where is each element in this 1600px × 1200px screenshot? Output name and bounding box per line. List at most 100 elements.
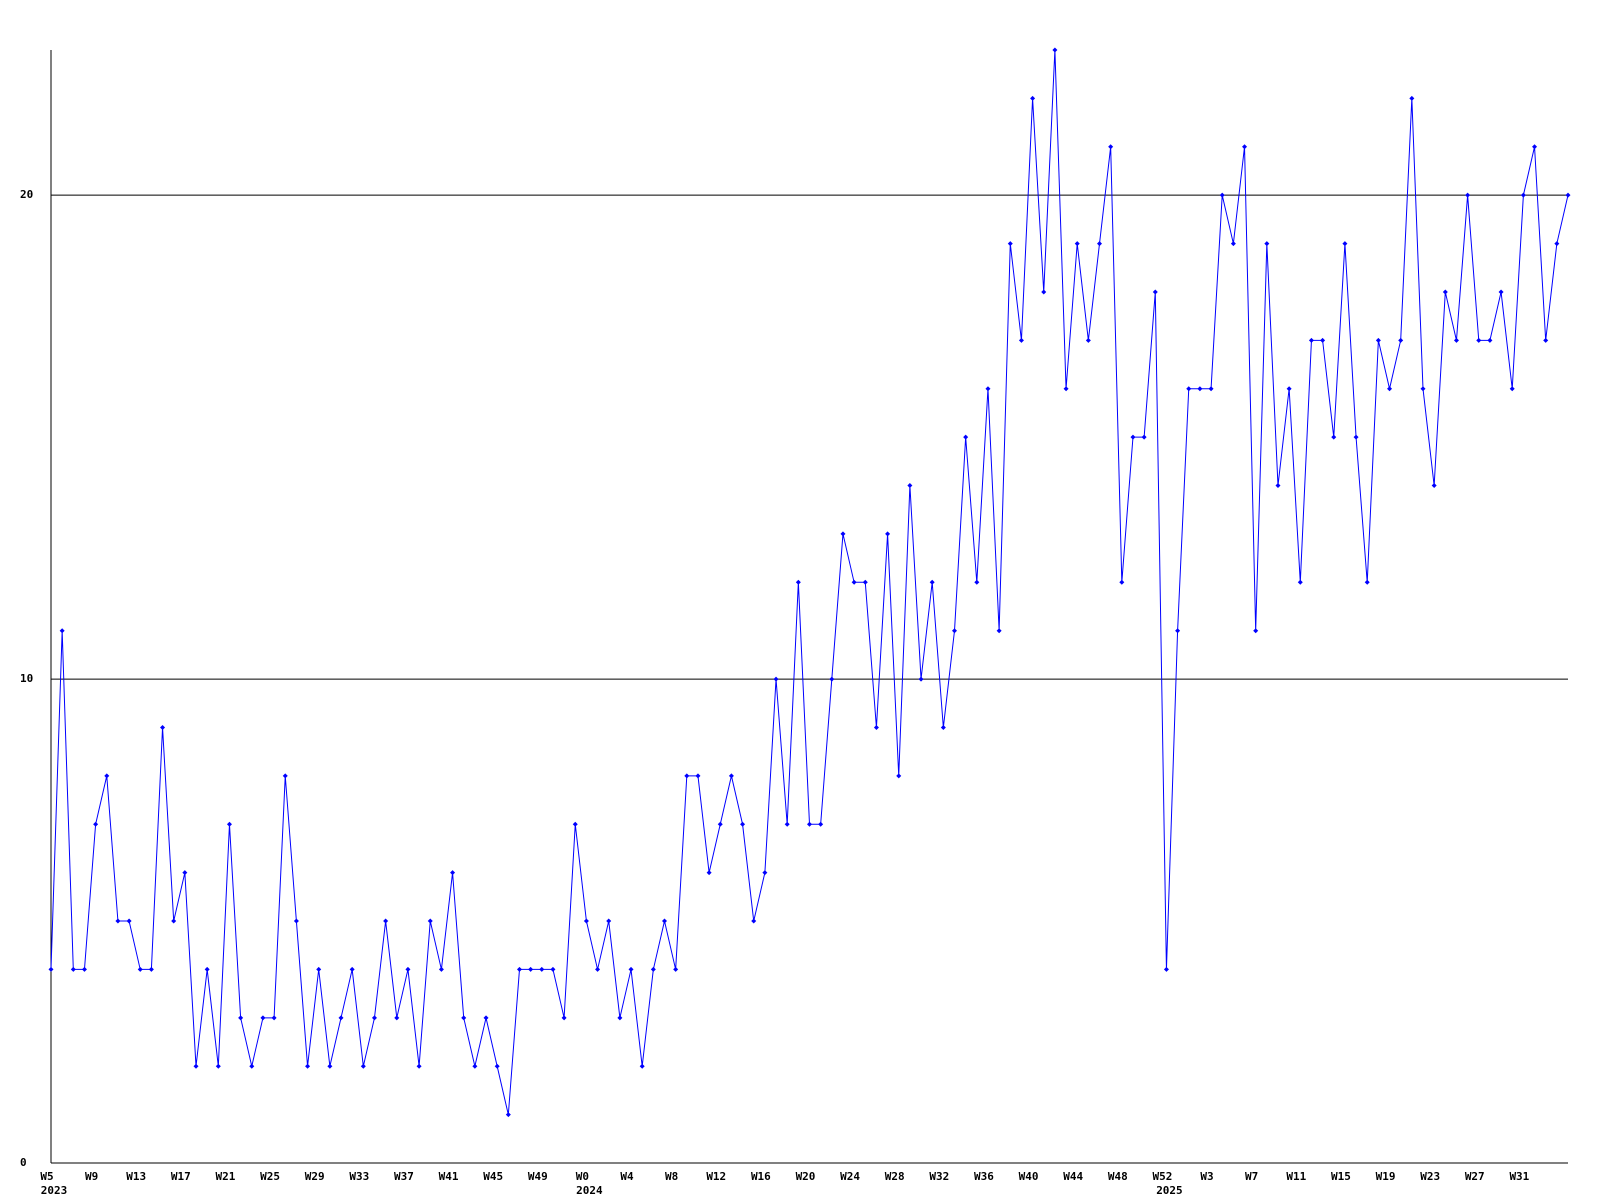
data-point (1242, 144, 1248, 150)
data-point (1197, 386, 1203, 392)
data-point (728, 773, 734, 779)
x-tick-label: W20 (796, 1170, 816, 1183)
data-point (1476, 337, 1482, 343)
x-tick-label: W48 (1108, 1170, 1128, 1183)
data-point (1230, 241, 1236, 247)
data-point (1007, 241, 1013, 247)
data-point (650, 966, 656, 972)
x-tick-label: W32 (929, 1170, 949, 1183)
data-point (639, 1063, 645, 1069)
data-point (81, 966, 87, 972)
x-tick-label: W23 (1420, 1170, 1440, 1183)
x-tick-label: W16 (751, 1170, 771, 1183)
x-tick-label: W24 (840, 1170, 860, 1183)
data-point (394, 1015, 400, 1021)
data-point (93, 821, 99, 827)
data-point (717, 821, 723, 827)
data-point (1387, 386, 1393, 392)
data-point (148, 966, 154, 972)
data-point (1163, 966, 1169, 972)
data-point (182, 870, 188, 876)
data-point (1509, 386, 1515, 392)
data-point (706, 870, 712, 876)
x-tick-label: W7 (1245, 1170, 1258, 1183)
x-year-label: 2025 (1156, 1184, 1183, 1197)
data-point (1085, 337, 1091, 343)
data-point (1018, 337, 1024, 343)
data-point (472, 1063, 478, 1069)
data-point (1208, 386, 1214, 392)
data-point (59, 628, 65, 634)
data-point (550, 966, 556, 972)
data-point (104, 773, 110, 779)
y-tick-label: 20 (20, 188, 33, 201)
data-point (461, 1015, 467, 1021)
x-tick-label: W27 (1465, 1170, 1485, 1183)
x-tick-label: W17 (171, 1170, 191, 1183)
data-point (807, 821, 812, 827)
x-tick-label: W52 (1153, 1170, 1173, 1183)
data-point (349, 966, 355, 972)
data-point (204, 966, 210, 972)
data-point (438, 966, 444, 972)
data-point (516, 966, 522, 972)
data-point (829, 676, 835, 682)
x-tick-label: W33 (349, 1170, 369, 1183)
data-point (1286, 386, 1292, 392)
data-point (293, 918, 299, 924)
x-tick-label: W8 (665, 1170, 678, 1183)
data-point (795, 579, 801, 585)
data-line (50, 49, 1569, 1115)
x-tick-label: W31 (1509, 1170, 1529, 1183)
x-tick-label: W25 (260, 1170, 280, 1183)
data-point (606, 918, 612, 924)
data-point (572, 821, 578, 827)
x-year-label: 2024 (576, 1184, 603, 1197)
data-point (226, 821, 232, 827)
data-point (617, 1015, 623, 1021)
y-tick-label: 0 (20, 1156, 27, 1169)
data-point (1342, 241, 1348, 247)
data-point (1442, 289, 1448, 295)
data-point (1554, 241, 1560, 247)
data-point (48, 966, 54, 972)
x-tick-label: W49 (528, 1170, 548, 1183)
x-tick-label: W19 (1376, 1170, 1396, 1183)
data-point (260, 1015, 266, 1021)
data-point (1331, 434, 1337, 440)
data-point (282, 773, 288, 779)
data-point (561, 1015, 567, 1021)
data-point (215, 1063, 221, 1069)
data-point (193, 1063, 199, 1069)
data-point (1063, 386, 1069, 392)
data-point (1543, 337, 1549, 343)
data-point (873, 724, 879, 730)
data-point (583, 918, 589, 924)
data-point (539, 966, 545, 972)
data-point (952, 628, 958, 634)
data-point (1498, 289, 1504, 295)
data-point (1308, 337, 1314, 343)
data-point (115, 918, 121, 924)
data-point (1041, 289, 1047, 295)
data-point (661, 918, 667, 924)
data-point (1375, 337, 1381, 343)
data-point (416, 1063, 422, 1069)
data-point (907, 483, 913, 489)
data-point (126, 918, 132, 924)
data-point (940, 724, 946, 730)
data-point (70, 966, 76, 972)
data-point (137, 966, 143, 972)
data-point (1097, 241, 1103, 247)
data-point (1152, 289, 1158, 295)
x-tick-label: W36 (974, 1170, 994, 1183)
data-point (1108, 144, 1114, 150)
data-point (673, 966, 679, 972)
data-point (985, 386, 991, 392)
data-point (1409, 95, 1415, 101)
data-point (171, 918, 177, 924)
x-tick-label: W45 (483, 1170, 503, 1183)
data-point (684, 773, 690, 779)
